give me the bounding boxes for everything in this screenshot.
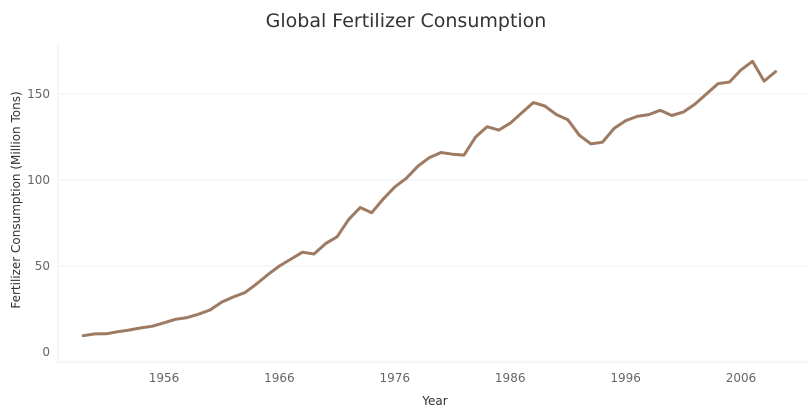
x-tick-label-1996: 1996 (610, 371, 641, 385)
x-tick-label-1956: 1956 (149, 371, 180, 385)
series-line-0 (81, 59, 778, 338)
y-tick-label-100: 100 (27, 173, 50, 187)
x-tick-label-2006: 2006 (726, 371, 757, 385)
y-tick-label-50: 50 (35, 259, 50, 273)
gridlines (58, 93, 808, 267)
x-tick-label-1986: 1986 (495, 371, 526, 385)
plot-frame (57, 44, 808, 363)
series-layer (81, 59, 778, 338)
y-axis-label: Fertilizer Consumption (Million Tons) (9, 91, 23, 308)
y-axis: 0 50 100 150 (27, 87, 50, 359)
x-axis-label: Year (421, 394, 447, 408)
x-axis: 1956 1966 1976 1986 1996 2006 (149, 371, 757, 385)
y-tick-label-0: 0 (42, 345, 50, 359)
x-tick-label-1966: 1966 (264, 371, 295, 385)
x-tick-label-1976: 1976 (380, 371, 411, 385)
chart-title: Global Fertilizer Consumption (266, 10, 547, 32)
y-tick-label-150: 150 (27, 87, 50, 101)
